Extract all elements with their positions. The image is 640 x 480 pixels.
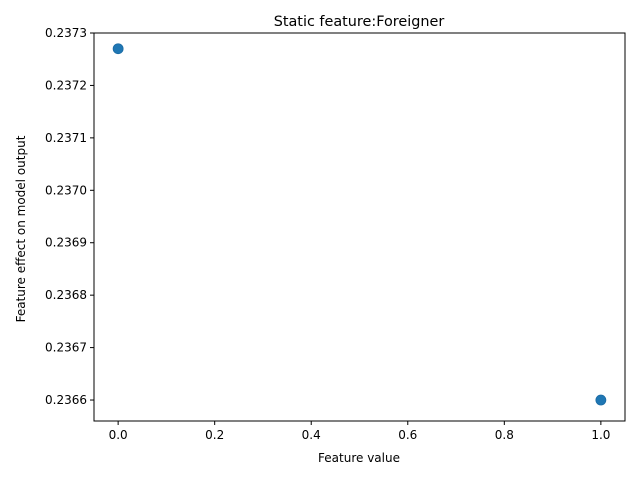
y-tick-label: 0.2373 xyxy=(45,26,87,40)
y-axis-ticks: 0.2366 0.2367 0.2368 0.2369 0.2370 0.2371 0.23… xyxy=(45,26,94,407)
y-tick-label: 0.2368 xyxy=(45,288,87,302)
y-tick-label: 0.2367 xyxy=(45,341,87,355)
y-tick-label: 0.2370 xyxy=(45,183,87,197)
x-tick-label: 0.6 xyxy=(398,428,417,442)
y-tick-label: 0.2369 xyxy=(45,236,87,250)
x-tick-label: 0.0 xyxy=(109,428,128,442)
data-points xyxy=(112,43,607,406)
chart-title: Static feature:Foreigner xyxy=(274,14,445,30)
scatter-point xyxy=(595,394,607,406)
y-tick-label: 0.2371 xyxy=(45,131,87,145)
x-tick-label: 0.2 xyxy=(205,428,224,442)
y-tick-label: 0.2366 xyxy=(45,393,87,407)
x-tick-label: 0.4 xyxy=(302,428,321,442)
x-axis-ticks: 0.0 0.2 0.4 0.6 0.8 1.0 xyxy=(109,421,610,442)
x-tick-label: 1.0 xyxy=(591,428,610,442)
x-axis-label: Feature value xyxy=(318,451,400,465)
x-tick-label: 0.8 xyxy=(495,428,514,442)
plot-frame xyxy=(93,32,626,422)
scatter-point xyxy=(112,43,124,55)
y-axis-label: Feature effect on model output xyxy=(14,135,28,322)
plot-area xyxy=(93,32,626,422)
y-tick-label: 0.2372 xyxy=(45,78,87,92)
